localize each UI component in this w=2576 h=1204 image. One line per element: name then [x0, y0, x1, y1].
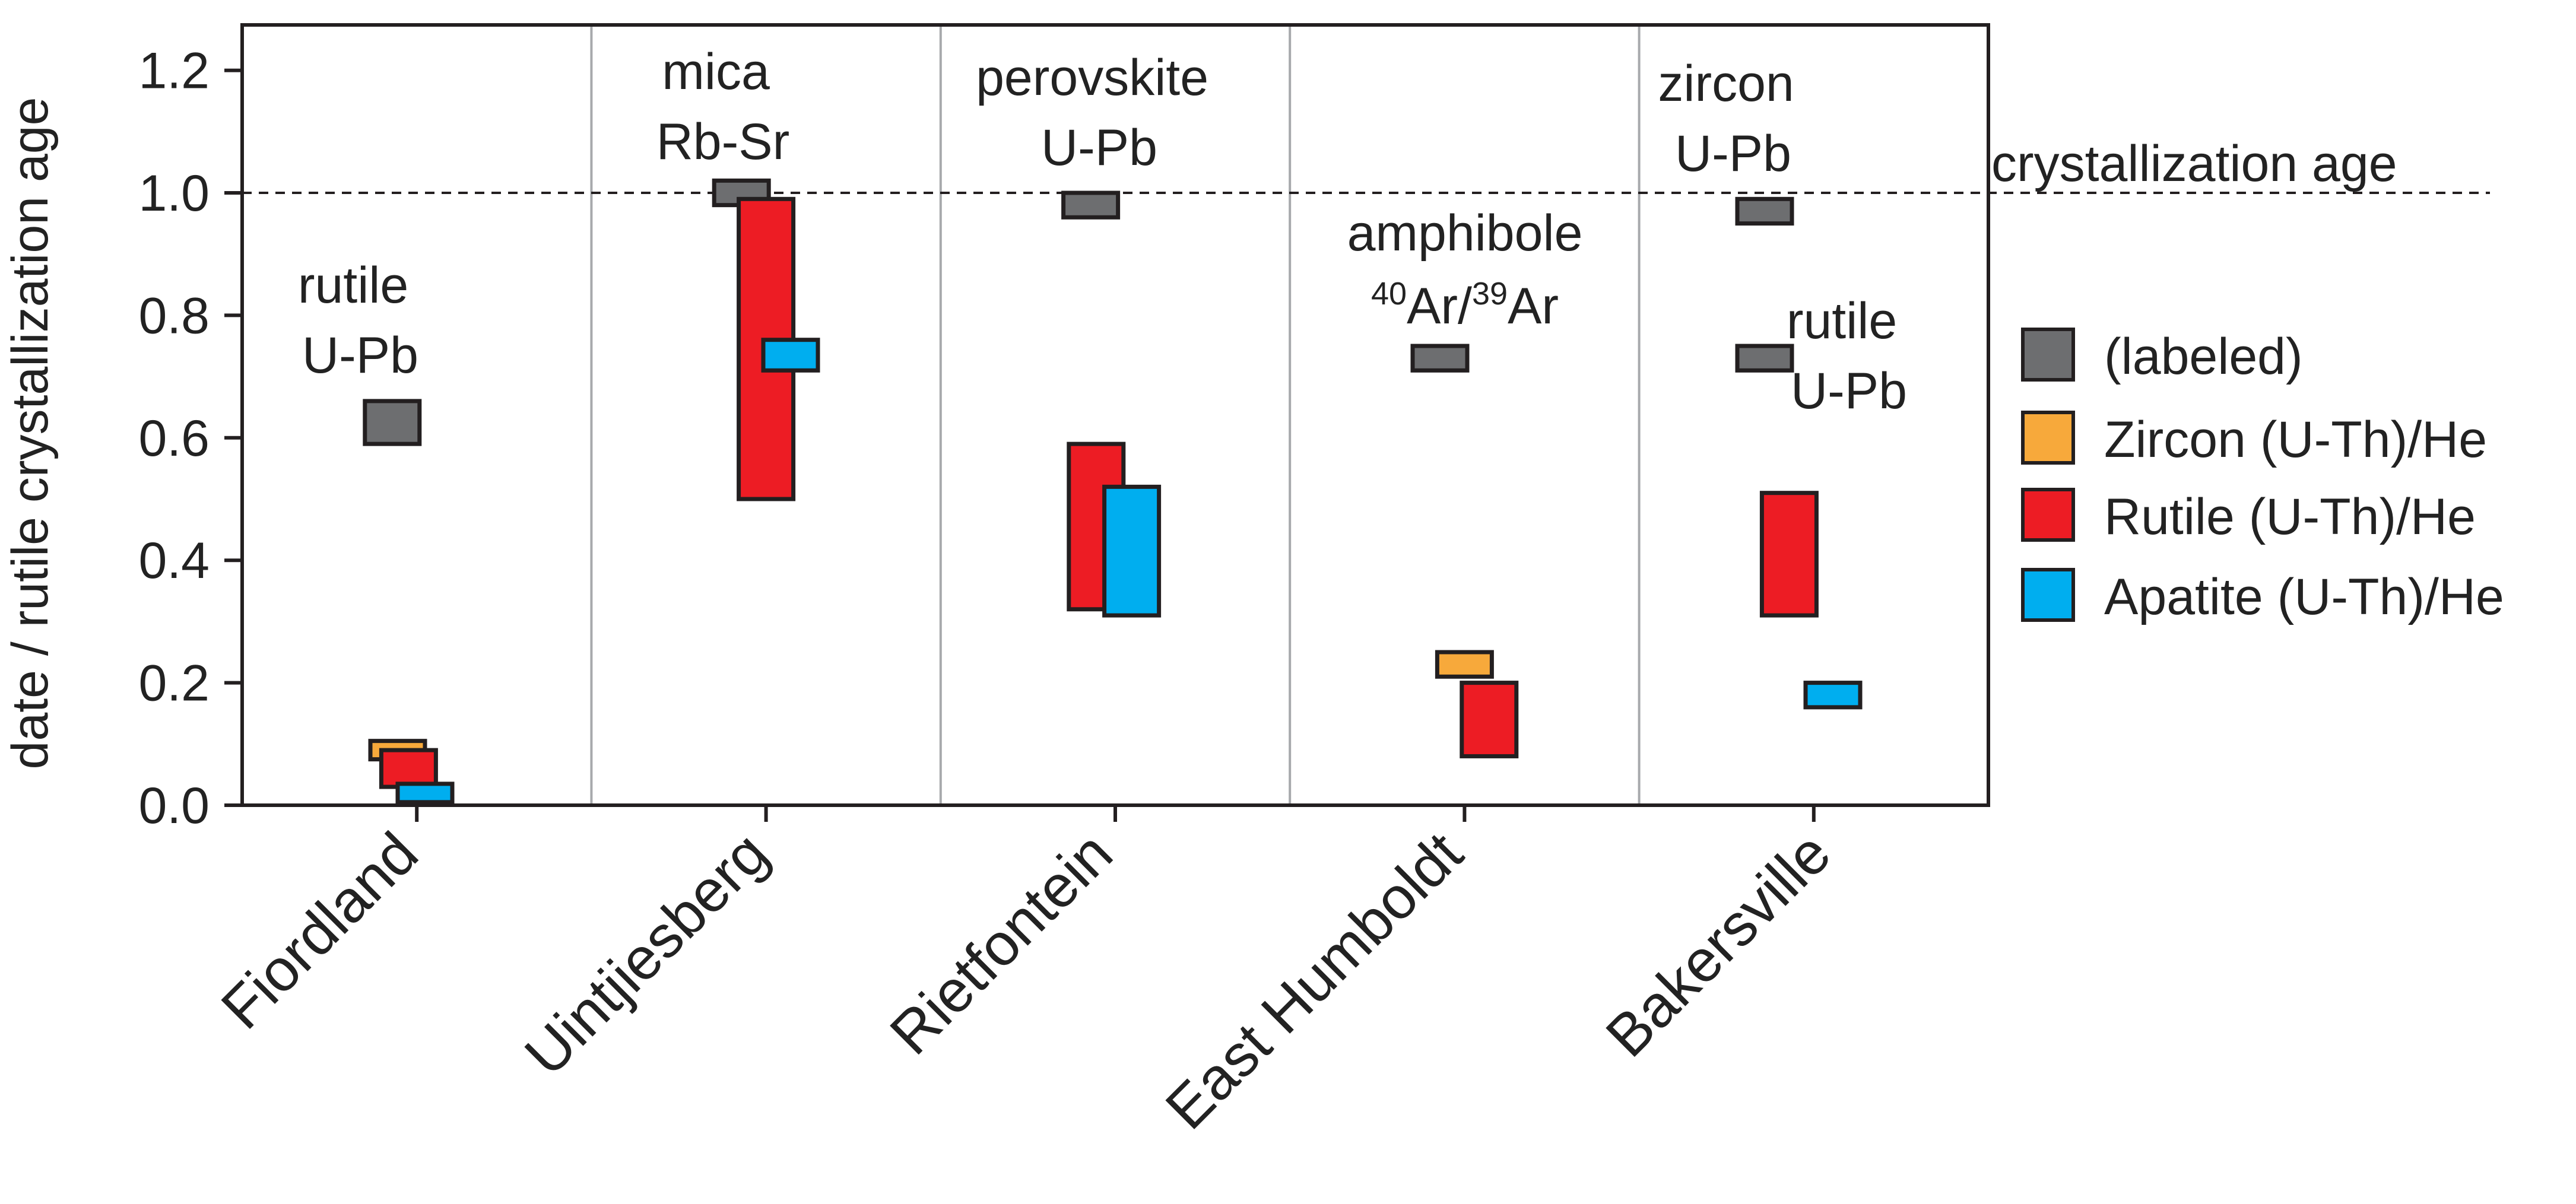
- x-ticks: [415, 805, 1816, 822]
- x-tick-labels: Fiordland Uintjiesberg Rietfontein East …: [209, 819, 1844, 1142]
- range-bar-apatite: [1803, 681, 1863, 710]
- legend-swatch-rutile: [2021, 488, 2075, 542]
- legend-swatch-zircon: [2021, 411, 2075, 465]
- x-label-east-humboldt: East Humboldt: [1153, 819, 1476, 1142]
- annotation-east-humboldt-amphibole: amphibole: [1347, 205, 1583, 262]
- annotation-uintjiesberg-mica: mica Rb-Sr: [656, 43, 790, 170]
- y-tick-label: 0.6: [138, 410, 210, 467]
- annotation-bakersville-rutile: rutile U-Pb: [1787, 293, 1911, 420]
- range-bar-rutile: [1759, 491, 1819, 618]
- x-label-uintjiesberg: Uintjiesberg: [512, 819, 781, 1088]
- annotation-fiordland-rutile: rutile U-Pb: [298, 257, 423, 384]
- range-bar-rutile: [1460, 681, 1519, 758]
- range-bar-labeled: [1735, 196, 1794, 226]
- range-bar-labeled: [363, 399, 422, 446]
- annotation-east-humboldt-ar-ar: 40Ar/39Ar: [1371, 276, 1559, 335]
- legend-label-apatite: Apatite (U-Th)/He: [2104, 568, 2504, 625]
- range-bar-labeled: [1735, 344, 1794, 373]
- range-bar-rutile: [379, 748, 438, 789]
- range-bar-labeled: [1061, 190, 1121, 220]
- legend-swatch-labeled: [2021, 328, 2075, 382]
- range-bar-apatite: [1102, 484, 1162, 618]
- legend-label-zircon: Zircon (U-Th)/He: [2104, 411, 2487, 468]
- x-label-bakersville: Bakersville: [1593, 819, 1843, 1069]
- annotation-rietfontein-perovskite: perovskite U-Pb: [976, 49, 1223, 176]
- y-tick-label: 0.4: [138, 532, 210, 589]
- range-bar-labeled: [1410, 344, 1470, 373]
- legend: (labeled) Zircon (U-Th)/He Rutile (U-Th)…: [2021, 328, 2504, 625]
- y-tick-label: 0.0: [138, 777, 210, 834]
- category-separators: [590, 25, 1641, 805]
- y-tick-label: 0.2: [138, 655, 210, 712]
- x-label-rietfontein: Rietfontein: [877, 819, 1125, 1067]
- legend-swatch-apatite: [2021, 568, 2075, 622]
- y-axis-label: date / rutile crystallization age: [2, 97, 59, 770]
- y-ticks: 0.0 0.2 0.4 0.6 0.8 1.0 1.2: [138, 43, 242, 834]
- range-bar-apatite: [761, 338, 820, 373]
- range-bar-apatite: [395, 782, 455, 805]
- y-tick-label: 0.8: [138, 287, 210, 344]
- y-tick-label: 1.0: [138, 165, 210, 222]
- x-label-fiordland: Fiordland: [209, 819, 431, 1041]
- legend-label-rutile: Rutile (U-Th)/He: [2104, 488, 2476, 545]
- range-bar-zircon: [1435, 650, 1494, 679]
- y-tick-label: 1.2: [138, 43, 210, 100]
- annotation-bakersville-zircon: zircon U-Pb: [1658, 55, 1808, 182]
- range-bars: [363, 178, 1863, 805]
- crystallization-age-label: crystallization age: [1991, 135, 2397, 192]
- legend-label-labeled: (labeled): [2104, 328, 2303, 385]
